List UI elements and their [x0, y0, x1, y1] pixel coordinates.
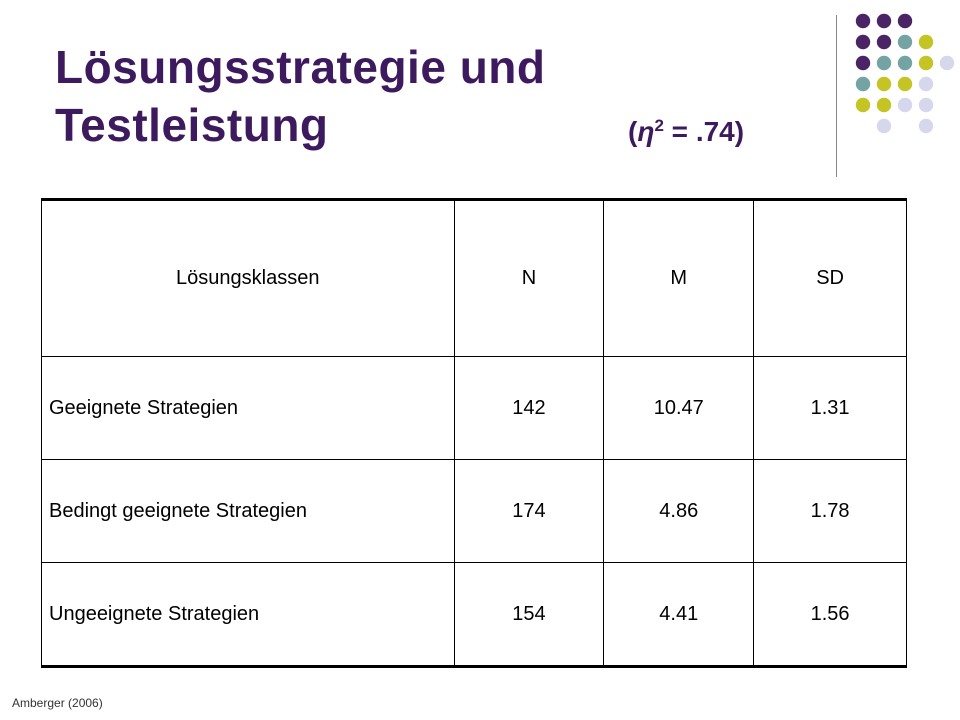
source-citation: Amberger (2006) — [12, 696, 103, 710]
decorative-dot — [897, 97, 913, 113]
cell-class: Geeignete Strategien — [41, 356, 455, 460]
title-line-2: Testleistung — [55, 99, 329, 151]
eta-value: = .74) — [663, 116, 745, 147]
header-sd: SD — [753, 199, 907, 357]
header-loesungsklassen: Lösungsklassen — [41, 199, 455, 357]
decorative-dot — [876, 55, 892, 71]
table-row: Bedingt geeignete Strategien 174 4.86 1.… — [41, 459, 907, 563]
decorative-dot — [876, 76, 892, 92]
header-m: M — [603, 199, 755, 357]
decorative-dot — [897, 13, 913, 29]
decorative-dot — [897, 34, 913, 50]
table-row: Geeignete Strategien 142 10.47 1.31 — [41, 356, 907, 460]
decorative-dot — [876, 13, 892, 29]
decorative-dot — [918, 55, 934, 71]
header-n: N — [453, 199, 605, 357]
cell-sd: 1.56 — [753, 562, 907, 667]
decorative-dot — [876, 97, 892, 113]
divider-line — [836, 15, 837, 177]
cell-m: 4.86 — [603, 459, 755, 563]
decorative-dot — [918, 34, 934, 50]
decorative-dot — [855, 97, 871, 113]
decorative-dot-grid — [855, 13, 955, 134]
decorative-dot — [855, 13, 871, 29]
cell-class: Bedingt geeignete Strategien — [41, 459, 455, 563]
table-row: Ungeeignete Strategien 154 4.41 1.56 — [41, 562, 907, 667]
decorative-dot — [918, 118, 934, 134]
cell-n: 154 — [453, 562, 605, 667]
effect-size: (η2 = .74) — [628, 116, 744, 148]
cell-sd: 1.78 — [753, 459, 907, 563]
eta-symbol: η — [637, 116, 655, 147]
decorative-dot — [897, 55, 913, 71]
decorative-dot — [876, 118, 892, 134]
cell-sd: 1.31 — [753, 356, 907, 460]
decorative-dot — [918, 97, 934, 113]
eta-open-paren: ( — [628, 116, 638, 147]
decorative-dot — [855, 34, 871, 50]
cell-class: Ungeeignete Strategien — [41, 562, 455, 667]
eta-superscript: 2 — [654, 116, 664, 135]
decorative-dot — [876, 34, 892, 50]
decorative-dot — [897, 76, 913, 92]
decorative-dot — [939, 55, 955, 71]
cell-m: 10.47 — [603, 356, 755, 460]
decorative-dot — [855, 76, 871, 92]
cell-n: 142 — [453, 356, 605, 460]
cell-n: 174 — [453, 459, 605, 563]
table-header-row: Lösungsklassen N M SD — [41, 199, 907, 357]
decorative-dot — [918, 76, 934, 92]
slide-title: Lösungsstrategie und Testleistung — [55, 38, 545, 154]
cell-m: 4.41 — [603, 562, 755, 667]
results-table: Lösungsklassen N M SD Geeignete Strategi… — [41, 198, 907, 668]
decorative-dot — [855, 55, 871, 71]
title-line-1: Lösungsstrategie und — [55, 41, 546, 93]
